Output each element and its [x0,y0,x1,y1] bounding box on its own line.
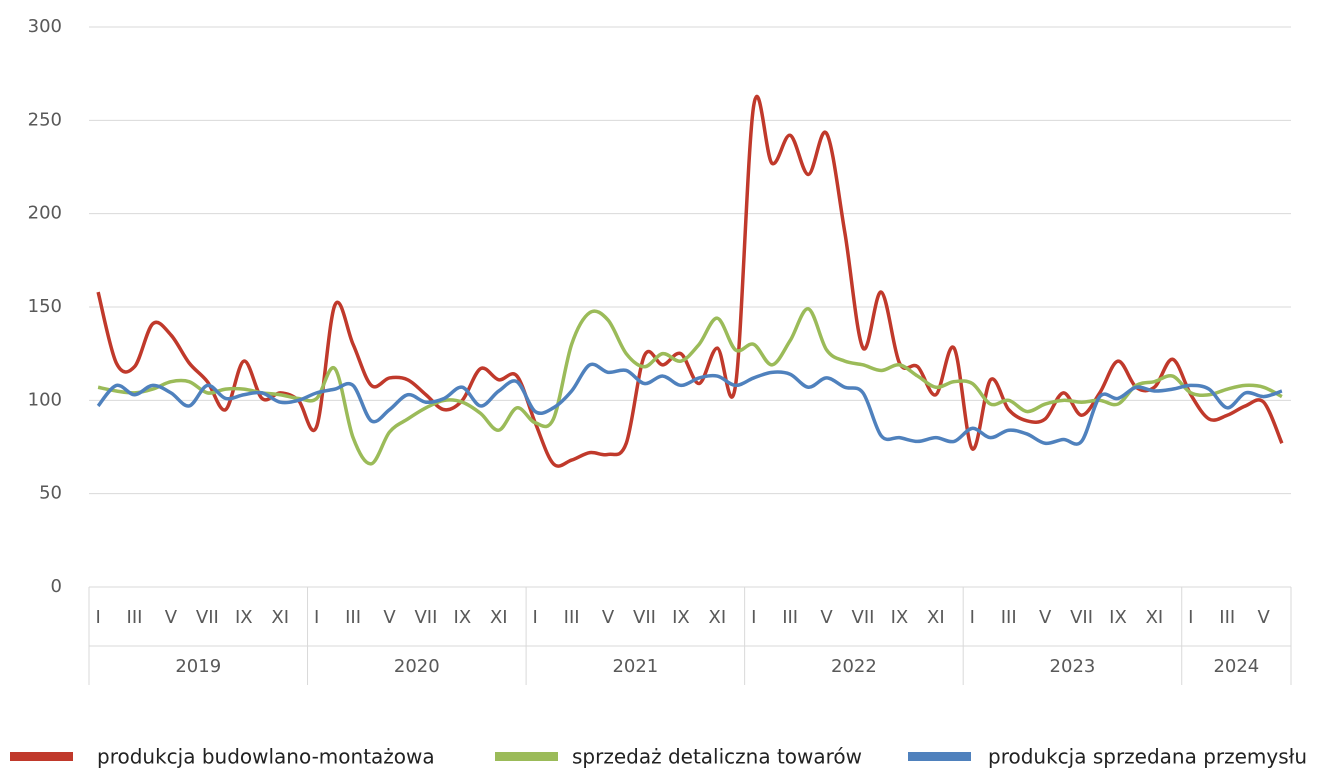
x-tick-label: XI [271,607,289,628]
x-tick-label: III [127,607,143,628]
x-tick-label: VII [633,607,656,628]
x-tick-label: I [95,607,100,628]
y-tick-label: 0 [51,576,62,597]
x-tick-label: XI [490,607,508,628]
x-tick-label: I [970,607,975,628]
x-tick-label: I [533,607,538,628]
x-tick-label: III [782,607,798,628]
x-tick-label: VII [1070,607,1093,628]
legend-swatch [10,752,73,761]
x-tick-label: III [564,607,580,628]
year-label: 2020 [394,656,440,677]
legend-swatch [908,752,971,761]
x-tick-label: XI [1146,607,1164,628]
x-tick-label: V [383,607,396,628]
x-tick-label: VII [414,607,437,628]
x-tick-label: XI [927,607,945,628]
x-tick-label: VII [196,607,219,628]
y-tick-label: 300 [28,16,62,37]
legend-swatch [495,752,558,761]
x-tick-label: VII [852,607,875,628]
year-label: 2024 [1213,656,1259,677]
y-tick-label: 150 [28,296,62,317]
x-tick-label: I [1188,607,1193,628]
x-tick-label: III [1001,607,1017,628]
x-tick-label: V [1039,607,1052,628]
y-tick-label: 100 [28,389,62,410]
y-tick-label: 50 [39,483,62,504]
x-tick-label: V [1258,607,1271,628]
series-line [96,94,1284,468]
x-tick-label: V [165,607,178,628]
year-label: 2019 [175,656,221,677]
series-line [97,307,1283,466]
x-tick-label: I [314,607,319,628]
x-tick-label: XI [708,607,726,628]
x-tick-label: V [602,607,615,628]
year-label: 2021 [612,656,658,677]
series-line [96,362,1283,446]
x-tick-label: IX [1109,607,1127,628]
legend-label: sprzedaż detaliczna towarów [572,745,862,769]
year-label: 2022 [831,656,877,677]
x-tick-label: IX [235,607,253,628]
y-tick-label: 200 [28,203,62,224]
x-tick-label: I [751,607,756,628]
x-tick-label: III [1219,607,1235,628]
x-tick-label: III [345,607,361,628]
legend-label: produkcja sprzedana przemysłu [988,745,1307,769]
x-tick-label: IX [891,607,909,628]
legend: produkcja budowlano-montażowa sprzedaż de… [10,745,1307,769]
year-label: 2023 [1050,656,1096,677]
x-tick-label: IX [454,607,472,628]
x-tick-label: V [820,607,833,628]
legend-label: produkcja budowlano-montażowa [97,745,435,769]
x-tick-label: IX [672,607,690,628]
y-tick-label: 250 [28,109,62,130]
